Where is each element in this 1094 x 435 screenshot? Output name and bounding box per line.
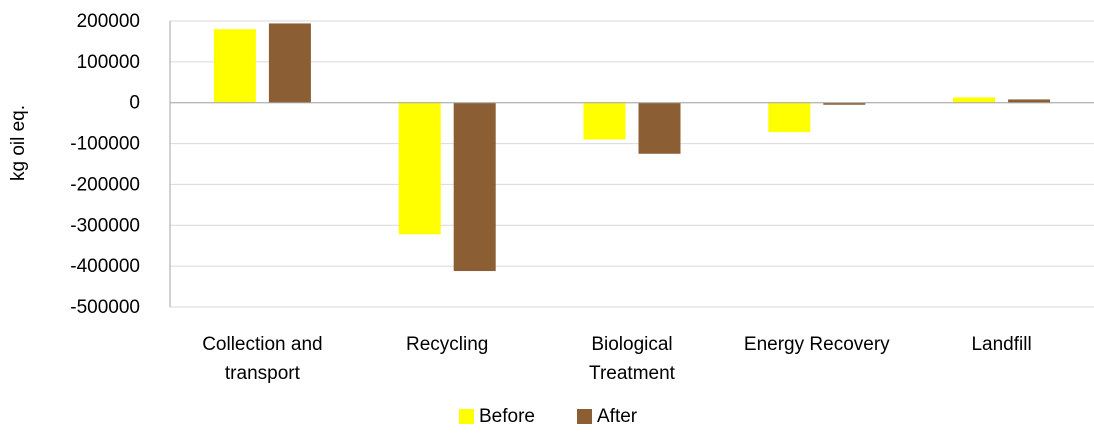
y-tick-label: -400000 [70, 256, 140, 277]
legend: Before After [459, 406, 638, 427]
bar-before-3 [583, 102, 626, 140]
y-axis-title: kg oil eq. [8, 105, 29, 181]
y-tick-labels: 200000 100000 0 -100000 -200000 -300000 -40000… [70, 11, 140, 318]
bar-after-2 [453, 102, 496, 272]
category-label: Biological Treatment [589, 334, 676, 384]
category-label: Energy Recovery [744, 334, 890, 355]
bar-after-3 [638, 102, 681, 154]
legend-label-before: Before [479, 406, 535, 427]
bar-before-2 [398, 102, 441, 235]
axes [169, 21, 1094, 307]
bars [213, 23, 1051, 272]
y-tick-label: 200000 [77, 11, 140, 32]
legend-swatch-before [459, 409, 474, 424]
bar-before-5 [953, 97, 996, 103]
legend-swatch-after [577, 409, 592, 424]
y-tick-label: -100000 [70, 134, 140, 155]
y-tick-label: -500000 [70, 297, 140, 318]
y-tick-label: -200000 [70, 174, 140, 195]
bar-after-5 [1008, 99, 1051, 103]
legend-label-after: After [597, 406, 638, 427]
category-labels: Collection and transport Recycling Biologic… [202, 334, 1032, 384]
y-tick-label: 100000 [77, 52, 140, 73]
bar-before-1 [213, 29, 256, 103]
category-label: Recycling [406, 334, 488, 355]
bar-after-4 [823, 102, 866, 105]
y-tick-label: 0 [129, 93, 140, 114]
y-tick-label: -300000 [70, 215, 140, 236]
bar-after-1 [268, 23, 311, 103]
bar-before-4 [768, 102, 811, 133]
category-label: Landfill [971, 334, 1031, 355]
category-label: Collection and transport [202, 334, 322, 384]
